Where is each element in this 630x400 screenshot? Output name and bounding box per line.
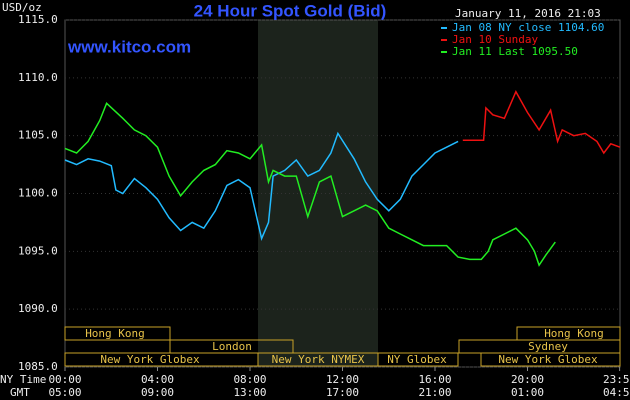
- session-label: New York Globex: [100, 353, 200, 366]
- gmt-tick-label: 04:59: [603, 386, 630, 399]
- session-box: [480, 352, 621, 367]
- gmt-tick-label: 05:00: [48, 386, 81, 399]
- chart-title: 24 Hour Spot Gold (Bid): [194, 1, 387, 20]
- y-tick-label: 1115.0: [18, 13, 58, 26]
- gmt-tick-label: 09:00: [141, 386, 174, 399]
- y-axis-label: USD/oz: [2, 1, 42, 14]
- session-label: London: [212, 340, 252, 353]
- y-tick-label: 1095.0: [18, 244, 58, 257]
- series-line: [462, 90, 621, 155]
- x-tick-label: 00:00: [48, 373, 81, 386]
- x-tick-label: 23:59: [603, 373, 630, 386]
- timestamp: January 11, 2016 21:03: [455, 7, 601, 20]
- session-label: Sydney: [528, 340, 568, 353]
- sessions: Hong Kong London New York Globex New Yor…: [64, 326, 621, 367]
- x-row-label: GMT: [10, 386, 30, 399]
- y-tick-label: 1110.0: [18, 71, 58, 84]
- y-tick-label: 1090.0: [18, 302, 58, 315]
- legend-label: Jan 10 Sunday: [452, 33, 538, 46]
- session-label: New York Globex: [498, 353, 598, 366]
- session-label: New York NYMEX: [272, 353, 365, 366]
- session-box: [64, 326, 171, 341]
- session-label: NY Globex: [387, 353, 447, 366]
- x-tick-label: 04:00: [141, 373, 174, 386]
- gmt-tick-label: 13:00: [233, 386, 266, 399]
- x-tick-label: 20:00: [511, 373, 544, 386]
- gmt-tick-label: 17:00: [326, 386, 359, 399]
- x-tick-label: 16:00: [418, 373, 451, 386]
- legend-label: Jan 11 Last 1095.50: [452, 45, 578, 58]
- session-label: Hong Kong: [544, 327, 604, 340]
- gmt-tick-label: 21:00: [418, 386, 451, 399]
- session-box: [377, 352, 459, 367]
- x-tick-label: 08:00: [233, 373, 266, 386]
- session-label: Hong Kong: [85, 327, 145, 340]
- session-box: [516, 326, 621, 341]
- series-line: [64, 131, 459, 242]
- y-tick-label: 1105.0: [18, 129, 58, 142]
- series-line: [64, 102, 556, 267]
- gmt-tick-label: 01:00: [511, 386, 544, 399]
- legend-label: Jan 08 NY close 1104.60: [452, 21, 604, 34]
- y-tick-label: 1100.0: [18, 187, 58, 200]
- x-row-label: NY Time: [0, 373, 46, 386]
- y-tick-label: 1085.0: [18, 360, 58, 373]
- x-tick-label: 12:00: [326, 373, 359, 386]
- source: www.kitco.com: [67, 37, 191, 56]
